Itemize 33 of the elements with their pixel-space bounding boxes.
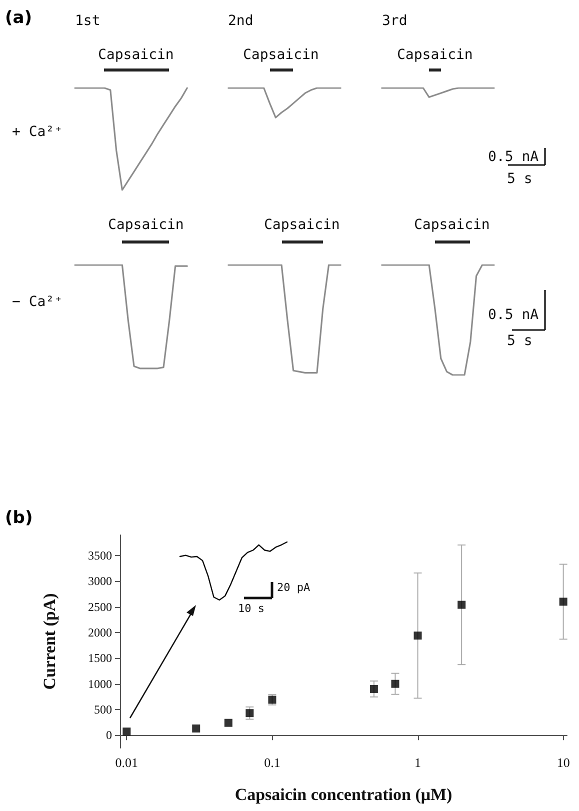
y-tick-label: 0 bbox=[106, 728, 112, 742]
x-tick-label: 10 bbox=[556, 755, 570, 770]
text: 1st bbox=[75, 13, 100, 29]
y-tick-label: 2500 bbox=[88, 600, 112, 614]
y-axis-title: Current (pA) bbox=[40, 593, 59, 690]
x-tick-label: 0.01 bbox=[115, 755, 138, 770]
y-tick-label: 1500 bbox=[88, 651, 112, 666]
y-tick-label: 3500 bbox=[88, 548, 112, 563]
y-tick-label: 3000 bbox=[88, 574, 112, 588]
x-axis-title: Capsaicin concentration (μM) bbox=[234, 785, 452, 804]
text: Capsaicin bbox=[264, 217, 340, 233]
text: 3rd bbox=[382, 13, 408, 29]
y-tick-label: 500 bbox=[94, 702, 112, 717]
text: 2nd bbox=[228, 13, 254, 29]
text: Capsaicin bbox=[243, 47, 319, 63]
y-tick-label: 1000 bbox=[88, 676, 112, 691]
text: + Ca²⁺ bbox=[12, 124, 63, 140]
text: Capsaicin bbox=[108, 217, 184, 233]
annotation: 0.5 nA bbox=[488, 149, 539, 165]
annotation: 0.5 nA bbox=[488, 307, 539, 323]
text: Capsaicin bbox=[98, 47, 174, 63]
annotation: 20 pA bbox=[277, 581, 310, 594]
x-tick-label: 0.1 bbox=[264, 755, 280, 770]
chart-title: (a) bbox=[5, 8, 32, 28]
text: 5 s bbox=[507, 333, 532, 349]
y-tick-label: 2000 bbox=[88, 626, 112, 640]
text: − Ca²⁺ bbox=[12, 294, 63, 310]
x-tick-label: 1 bbox=[414, 755, 422, 770]
chart-title: (b) bbox=[5, 508, 33, 528]
annotation: 10 s bbox=[238, 602, 264, 615]
text: 5 s bbox=[507, 171, 532, 187]
text: Capsaicin bbox=[397, 47, 473, 63]
text: Capsaicin bbox=[414, 217, 490, 233]
